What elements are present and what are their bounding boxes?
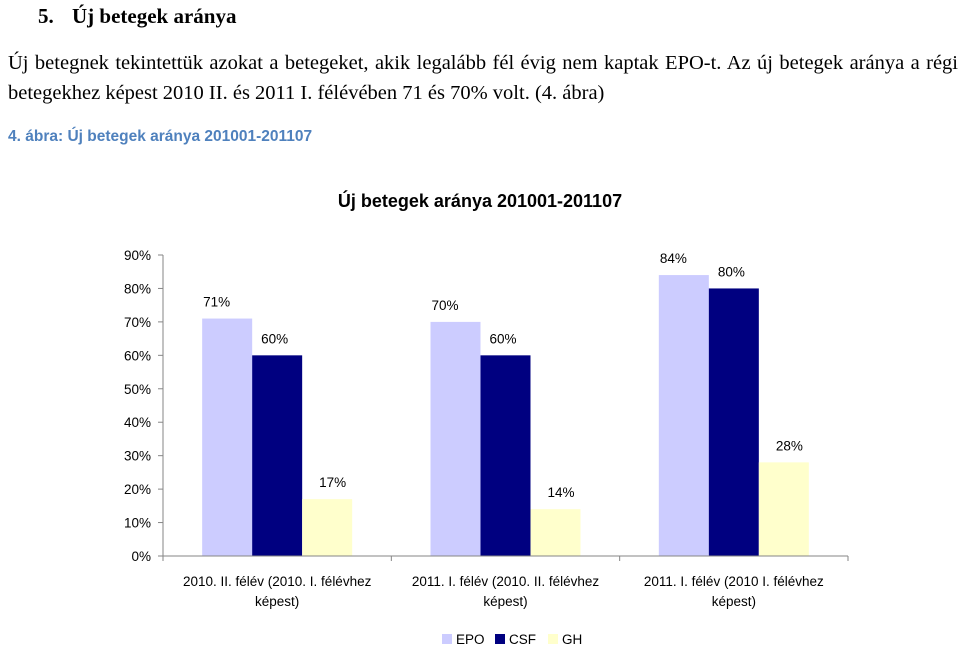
legend-label-epo: EPO [456,632,485,647]
bars-group [202,275,809,556]
data-label-csf: 60% [261,331,288,346]
figure-caption: 4. ábra: Új betegek aránya 201001-201107 [8,128,313,145]
x-category-label: 2010. II. félév (2010. I. félévhez [183,574,372,589]
bar-epo [202,318,253,556]
y-tick-label: 10% [124,516,151,531]
legend-swatch-epo [442,634,452,644]
section-number: 5. [38,4,54,28]
x-axis: 2010. II. félév (2010. I. félévhez képest… [162,555,849,609]
legend-label-csf: CSF [509,632,536,647]
data-label-gh: 17% [319,475,346,490]
x-category-label: képest) [712,594,756,609]
bar-csf [480,355,531,556]
body-paragraph: Új betegnek tekintettük azokat a betegek… [8,52,958,104]
data-label-epo: 70% [432,298,459,313]
section-title: Új betegek aránya [72,4,237,28]
bar-epo [658,275,709,556]
data-label-epo: 84% [660,251,687,266]
bar-csf [252,355,303,556]
bar-labels-group: 71% 60% 17% 70% 60% 14% 84% 80% 28% [203,251,803,500]
data-label-csf: 60% [490,331,517,346]
x-category-label: 2011. I. félév (2010 I. félévhez [644,574,824,589]
bar-csf [708,288,759,556]
y-axis: 0% 10% 20% 30% 40% 50% 60% 70% 80% 90% [124,248,164,564]
y-tick-label: 30% [124,449,151,464]
data-label-gh: 28% [776,438,803,453]
legend: EPO CSF GH [442,632,582,647]
y-tick-label: 0% [131,549,151,564]
x-category-label: képest) [255,594,299,609]
data-label-gh: 14% [548,485,575,500]
x-category-label: 2011. I. félév (2010. II. félévhez [412,574,600,589]
legend-label-gh: GH [562,632,582,647]
chart-title: Új betegek aránya 201001-201107 [338,190,622,211]
bar-gh [302,499,353,556]
y-tick-label: 90% [124,248,151,263]
y-tick-label: 40% [124,415,151,430]
y-tick-label: 80% [124,281,151,296]
y-tick-label: 70% [124,315,151,330]
y-tick-label: 60% [124,348,151,363]
data-label-epo: 71% [203,295,230,310]
y-tick-label: 20% [124,482,151,497]
section-heading: 5. Új betegek aránya [38,4,236,29]
bar-chart: Új betegek aránya 201001-201107 0% 10% 20%… [124,190,849,647]
legend-swatch-csf [495,634,505,644]
bar-gh [530,509,581,556]
bar-gh [758,462,809,556]
y-tick-label: 50% [124,382,151,397]
x-category-label: képest) [483,594,527,609]
bar-epo [430,321,481,556]
legend-swatch-gh [548,634,558,644]
data-label-csf: 80% [718,264,745,279]
